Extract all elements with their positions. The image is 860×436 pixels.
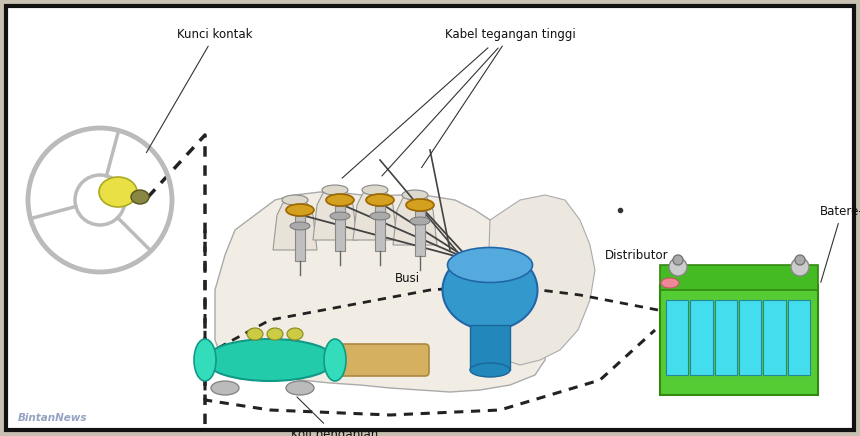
FancyBboxPatch shape <box>331 344 429 376</box>
Polygon shape <box>353 187 397 240</box>
Polygon shape <box>273 197 317 250</box>
Text: Busi: Busi <box>395 272 421 285</box>
Ellipse shape <box>366 194 394 206</box>
Ellipse shape <box>131 190 149 204</box>
Text: BintanNews: BintanNews <box>18 413 88 423</box>
Polygon shape <box>488 195 595 365</box>
FancyBboxPatch shape <box>6 6 854 430</box>
Ellipse shape <box>194 339 216 381</box>
Bar <box>335 206 345 251</box>
Bar <box>764 300 786 375</box>
Ellipse shape <box>322 185 348 195</box>
Ellipse shape <box>402 190 428 200</box>
Bar <box>788 300 810 375</box>
Bar <box>660 285 818 395</box>
Ellipse shape <box>286 381 314 395</box>
Ellipse shape <box>326 194 354 206</box>
Ellipse shape <box>661 278 679 288</box>
Circle shape <box>791 258 809 276</box>
Bar <box>470 325 510 370</box>
Ellipse shape <box>447 248 532 283</box>
Ellipse shape <box>362 185 388 195</box>
Ellipse shape <box>330 212 350 220</box>
Bar <box>660 265 818 290</box>
Ellipse shape <box>247 328 263 340</box>
Ellipse shape <box>282 195 308 205</box>
Ellipse shape <box>99 177 137 207</box>
Ellipse shape <box>406 199 434 211</box>
Ellipse shape <box>370 212 390 220</box>
Ellipse shape <box>443 250 538 330</box>
Bar <box>375 206 385 251</box>
Bar <box>415 211 425 256</box>
Bar <box>739 300 761 375</box>
Ellipse shape <box>290 222 310 230</box>
Text: Batere-: Batere- <box>820 205 860 283</box>
Circle shape <box>795 255 805 265</box>
Circle shape <box>669 258 687 276</box>
Polygon shape <box>215 192 548 392</box>
Ellipse shape <box>287 328 303 340</box>
Polygon shape <box>313 187 357 240</box>
Bar <box>691 300 713 375</box>
Ellipse shape <box>324 339 346 381</box>
Text: Koil pengapian: Koil pengapian <box>292 397 378 436</box>
Bar <box>666 300 688 375</box>
Text: Distributor: Distributor <box>605 249 668 262</box>
Ellipse shape <box>205 339 335 381</box>
Ellipse shape <box>410 217 430 225</box>
Text: Kunci kontak: Kunci kontak <box>146 28 253 153</box>
Text: Kabel tegangan tinggi: Kabel tegangan tinggi <box>421 28 575 168</box>
Ellipse shape <box>470 363 510 377</box>
Bar <box>715 300 737 375</box>
Ellipse shape <box>286 204 314 216</box>
Bar <box>295 216 305 261</box>
Ellipse shape <box>211 381 239 395</box>
Polygon shape <box>393 192 437 245</box>
Circle shape <box>673 255 683 265</box>
Ellipse shape <box>267 328 283 340</box>
